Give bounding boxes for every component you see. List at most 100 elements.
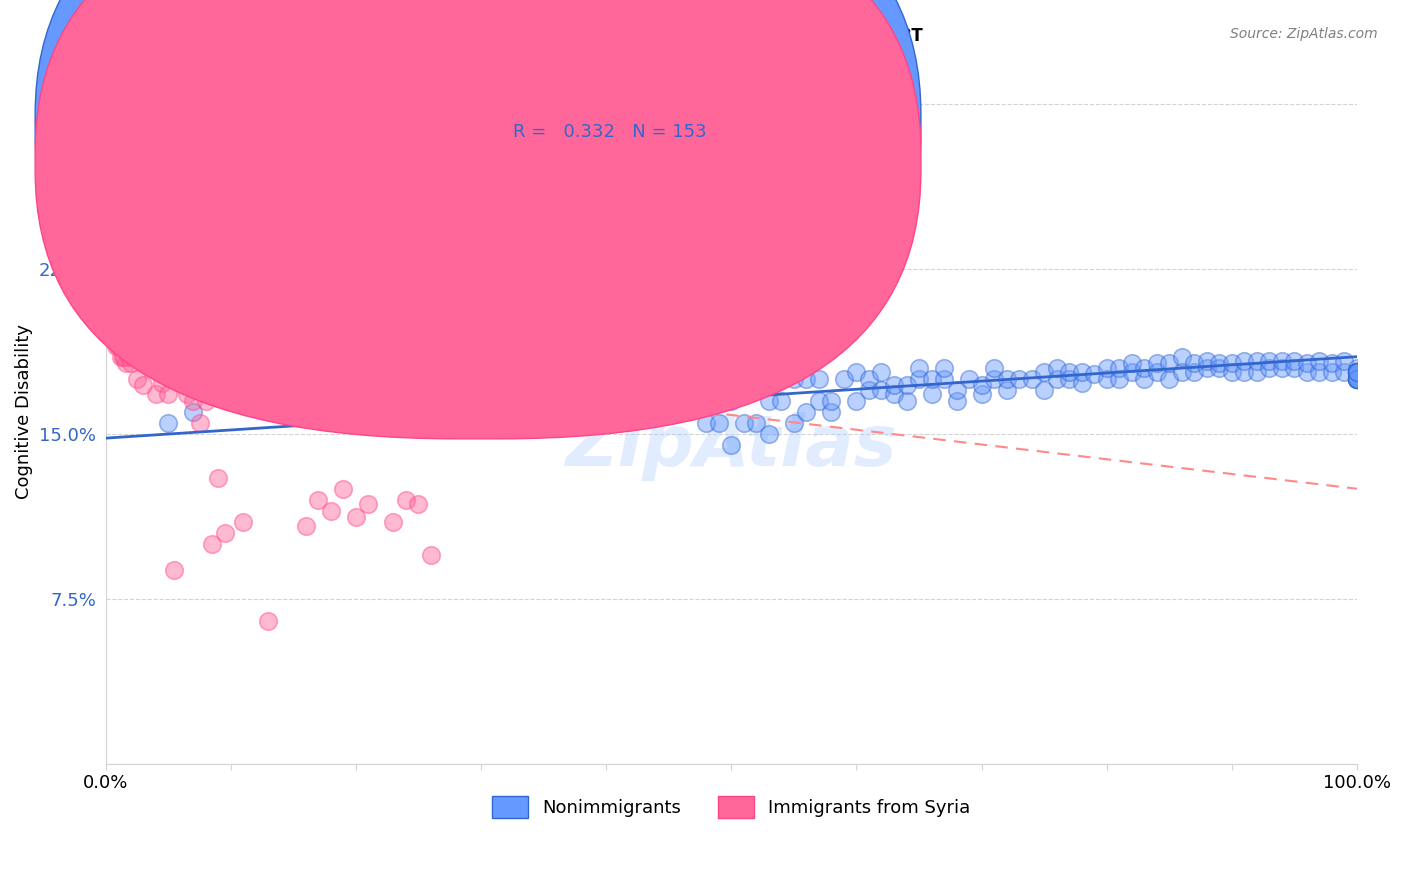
Point [720,393,742,408]
Point [1057,372,1080,386]
Point [1182,365,1205,379]
Y-axis label: Cognitive Disability: Cognitive Disability [15,324,32,500]
Point [658,372,681,386]
Point [1046,372,1069,386]
Point [104,317,127,331]
Point [1346,372,1368,386]
Point [1033,365,1056,379]
Point [1346,372,1368,386]
Point [382,515,405,529]
Point [682,350,704,364]
Text: ZipAtlas: ZipAtlas [565,412,897,482]
Point [995,372,1018,386]
Point [1346,365,1368,379]
Point [1258,354,1281,368]
Point [181,393,204,408]
Point [783,416,806,430]
Point [695,393,717,408]
Point [1095,360,1118,375]
Point [111,332,134,346]
Point [1220,365,1243,379]
Point [995,383,1018,397]
Point [645,339,668,353]
Point [508,339,530,353]
Point [883,387,905,401]
Point [138,339,160,353]
Point [820,393,842,408]
Point [98,284,121,298]
Point [1121,365,1143,379]
Point [1333,365,1355,379]
Point [344,162,367,177]
Point [108,327,131,342]
Point [1021,372,1043,386]
Point [219,372,242,386]
Point [595,339,617,353]
Point [807,372,830,386]
Point [157,387,180,401]
Point [908,360,931,375]
Point [1346,365,1368,379]
Point [1346,365,1368,379]
Point [194,393,217,408]
Point [921,372,943,386]
Point [103,327,125,342]
Point [908,372,931,386]
Point [120,356,142,370]
Point [332,482,354,496]
Point [783,372,806,386]
Point [1220,356,1243,370]
Point [170,365,193,379]
Point [257,614,280,628]
Point [114,339,136,353]
Point [1346,365,1368,379]
Point [1346,372,1368,386]
Point [444,327,467,342]
Point [470,327,492,342]
Point [807,393,830,408]
Point [770,372,793,386]
Point [1346,365,1368,379]
Point [595,350,617,364]
Point [1146,365,1168,379]
Point [569,360,592,375]
Point [707,416,730,430]
Point [122,350,145,364]
Point [181,405,204,419]
Point [633,350,655,364]
Point [112,350,135,364]
Point [733,416,755,430]
Point [582,372,605,386]
Point [150,376,173,390]
Point [307,492,329,507]
Point [432,339,454,353]
Point [1346,372,1368,386]
Point [1271,354,1294,368]
Point [101,294,124,309]
Point [117,343,139,357]
Point [1233,354,1256,368]
Point [758,426,780,441]
Point [945,383,967,397]
Point [1346,372,1368,386]
Point [1171,365,1194,379]
Point [1346,365,1368,379]
Point [121,343,143,357]
Point [1320,356,1343,370]
Point [101,317,124,331]
Point [932,372,955,386]
Point [395,492,418,507]
Point [921,387,943,401]
Point [1284,354,1306,368]
Point [1346,365,1368,379]
Point [1346,372,1368,386]
Point [1296,365,1319,379]
Point [1246,354,1268,368]
Point [733,383,755,397]
Point [945,393,967,408]
Point [557,350,579,364]
Point [110,350,132,364]
Point [1159,356,1181,370]
Point [1346,372,1368,386]
Point [1233,365,1256,379]
